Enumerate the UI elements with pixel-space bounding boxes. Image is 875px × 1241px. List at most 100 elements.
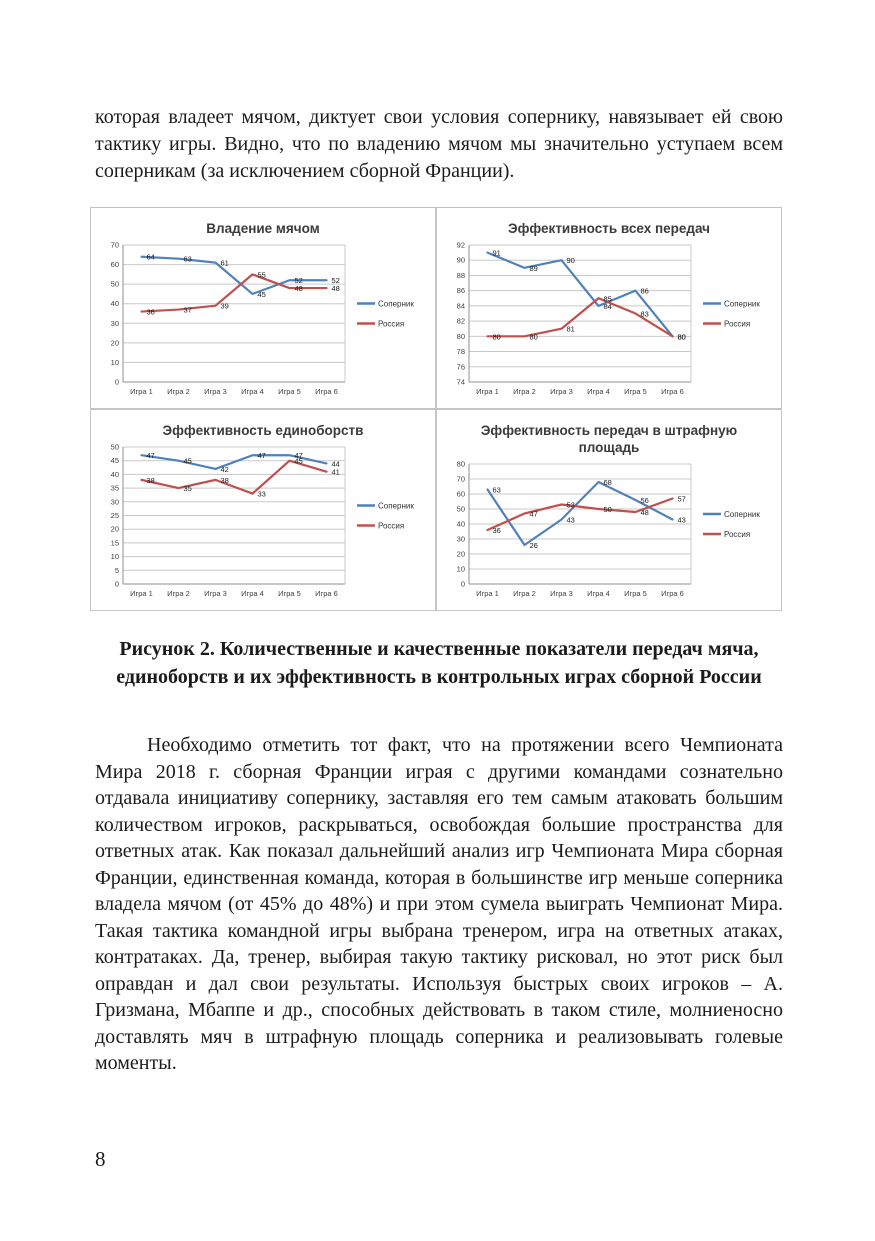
x-tick-label: Игра 6: [661, 387, 684, 396]
data-label: 53: [567, 501, 575, 510]
body-paragraph: Необходимо отметить тот факт, что на про…: [95, 734, 783, 1074]
y-tick-label: 25: [111, 511, 119, 520]
data-label: 90: [567, 256, 575, 265]
data-label: 44: [332, 459, 340, 468]
y-tick-label: 30: [457, 535, 465, 544]
x-tick-label: Игра 5: [278, 589, 301, 598]
chart-svg: Владение мячом 0 10 20 30 40 50 60 70 Игра 1 Игра …: [111, 221, 415, 396]
data-label: 56: [641, 496, 649, 505]
y-tick-label: 82: [457, 317, 465, 326]
y-tick-label: 70: [457, 475, 465, 484]
data-label: 42: [221, 465, 229, 474]
y-tick-label: 50: [111, 280, 119, 289]
y-tick-label: 40: [111, 470, 119, 479]
series-line: [140, 255, 328, 296]
data-label: 39: [221, 302, 229, 311]
x-tick-label: Игра 6: [661, 589, 684, 598]
legend-label: Соперник: [724, 510, 760, 519]
x-tick-label: Игра 4: [587, 387, 610, 396]
data-label: 50: [604, 505, 612, 514]
data-label: 37: [184, 306, 192, 315]
y-tick-label: 78: [457, 347, 465, 356]
data-label: 48: [295, 284, 303, 293]
y-tick-label: 20: [457, 550, 465, 559]
data-label: 89: [530, 264, 538, 273]
data-label: 80: [678, 332, 686, 341]
x-tick-label: Игра 2: [167, 589, 190, 598]
x-tick-label: Игра 1: [476, 387, 499, 396]
legend-label: Россия: [724, 319, 750, 328]
chart-title: Эффективность всех передач: [508, 221, 710, 236]
page-number: 8: [95, 1147, 106, 1171]
x-tick-label: Игра 3: [204, 589, 227, 598]
legend-label: Россия: [378, 521, 404, 530]
data-label: 63: [493, 486, 501, 495]
data-label: 85: [604, 294, 612, 303]
y-tick-label: 5: [115, 566, 119, 575]
data-label: 45: [258, 290, 266, 299]
data-label: 47: [147, 451, 155, 460]
data-label: 61: [221, 259, 229, 268]
data-label: 55: [258, 270, 266, 279]
y-tick-label: 40: [111, 299, 119, 308]
chart-title: Эффективность передач в штрафную: [481, 423, 737, 438]
x-tick-label: Игра 2: [513, 589, 536, 598]
chart-svg: Эффективность всех передач 74 76 78 80 82 84 86…: [457, 221, 761, 396]
x-tick-label: Игра 4: [241, 387, 264, 396]
data-label: 84: [604, 302, 612, 311]
x-tick-label: Игра 6: [315, 387, 338, 396]
data-label: 80: [678, 332, 686, 341]
data-label: 43: [567, 516, 575, 525]
y-tick-label: 15: [111, 538, 119, 547]
chart-panel-possession: Владение мячом 0 10 20 30 40 50 60 70 Игра 1 Игра …: [90, 207, 436, 409]
data-label: 86: [641, 287, 649, 296]
data-label: 52: [295, 276, 303, 285]
y-tick-label: 60: [457, 490, 465, 499]
y-tick-label: 70: [111, 241, 119, 250]
data-label: 57: [678, 495, 686, 504]
x-tick-label: Игра 3: [550, 387, 573, 396]
data-label: 63: [184, 255, 192, 264]
y-tick-label: 0: [115, 580, 119, 589]
x-tick-label: Игра 2: [513, 387, 536, 396]
chart-title: Эффективность единоборств: [163, 423, 364, 438]
legend-label: Россия: [378, 319, 404, 328]
data-label: 26: [530, 541, 538, 550]
figure-caption: Рисунок 2. Количественные и качественные…: [116, 638, 762, 688]
data-label: 41: [332, 468, 340, 477]
y-tick-label: 10: [111, 552, 119, 561]
x-tick-label: Игра 1: [476, 589, 499, 598]
y-tick-label: 92: [457, 241, 465, 250]
data-label: 81: [567, 325, 575, 334]
y-tick-label: 40: [457, 520, 465, 529]
chart-title: Владение мячом: [206, 221, 319, 236]
data-label: 64: [147, 253, 155, 262]
x-tick-label: Игра 1: [130, 387, 153, 396]
series-line: [140, 273, 328, 313]
figure-charts-grid: Владение мячом 0 10 20 30 40 50 60 70 Игра 1 Игра …: [90, 207, 782, 611]
y-tick-label: 80: [457, 460, 465, 469]
data-label: 38: [221, 476, 229, 485]
x-tick-label: Игра 6: [315, 589, 338, 598]
data-label: 45: [184, 457, 192, 466]
data-label: 47: [258, 451, 266, 460]
series-line: [140, 459, 328, 495]
y-tick-label: 35: [111, 484, 119, 493]
data-label: 80: [530, 332, 538, 341]
x-tick-label: Игра 4: [587, 589, 610, 598]
y-tick-label: 30: [111, 319, 119, 328]
x-tick-label: Игра 4: [241, 589, 264, 598]
data-label: 43: [678, 516, 686, 525]
y-tick-label: 45: [111, 456, 119, 465]
data-label: 80: [493, 332, 501, 341]
x-tick-label: Игра 1: [130, 589, 153, 598]
series-line: [486, 297, 674, 338]
data-label: 45: [295, 457, 303, 466]
data-label: 48: [641, 508, 649, 517]
data-label: 48: [332, 284, 340, 293]
y-tick-label: 0: [115, 378, 119, 387]
series-line: [140, 454, 328, 471]
x-tick-label: Игра 3: [204, 387, 227, 396]
data-label: 35: [184, 484, 192, 493]
